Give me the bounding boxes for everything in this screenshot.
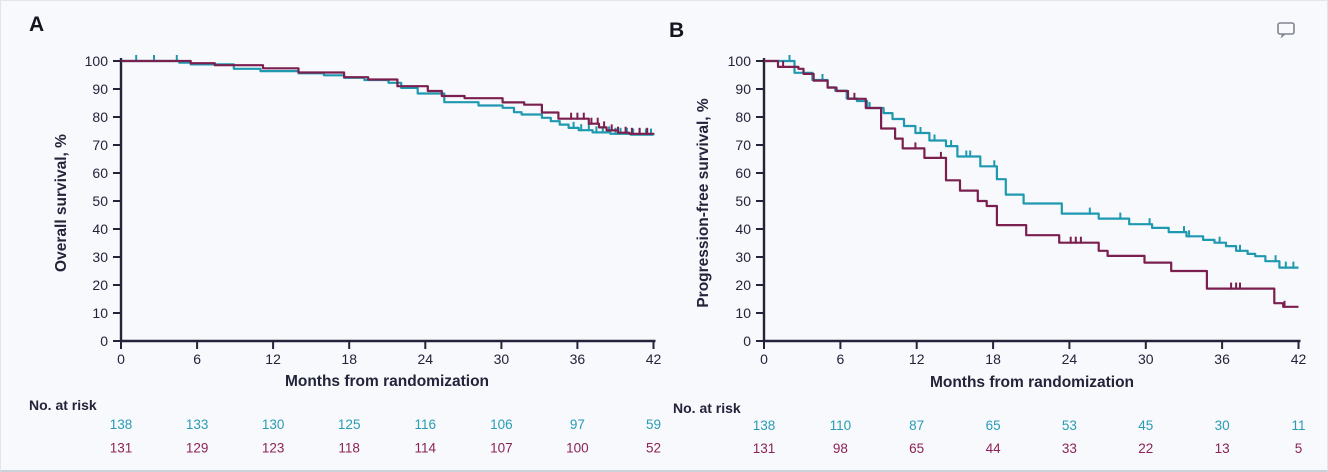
maroon-arm-at-risk-value: 118 — [338, 441, 360, 456]
maroon-arm-at-risk-value: 44 — [986, 441, 1002, 456]
comment-icon[interactable] — [1275, 21, 1299, 43]
y-tick-label: 0 — [743, 333, 751, 349]
x-tick-label: 24 — [418, 351, 434, 367]
maroon-arm-at-risk-value: 52 — [646, 441, 661, 456]
teal-arm-at-risk-value: 130 — [262, 417, 285, 432]
maroon-arm-at-risk-value: 107 — [490, 441, 513, 456]
y-tick-label: 50 — [92, 193, 108, 209]
maroon-arm-at-risk-value: 98 — [833, 441, 848, 456]
x-tick-label: 0 — [760, 351, 768, 367]
teal-arm-at-risk-value: 116 — [415, 417, 437, 432]
y-tick-label: 60 — [735, 165, 751, 181]
teal-arm-at-risk-value: 65 — [986, 418, 1001, 433]
panel-a-letter: A — [29, 13, 45, 36]
panel-b-x-axis-title: Months from randomization — [929, 374, 1135, 391]
y-tick-label: 60 — [92, 165, 108, 181]
teal-arm-at-risk-value: 138 — [110, 417, 133, 432]
teal-arm-at-risk-value: 30 — [1215, 418, 1230, 433]
teal-arm-at-risk-value: 53 — [1062, 418, 1077, 433]
y-tick-label: 40 — [735, 221, 751, 237]
y-tick-label: 20 — [92, 277, 108, 293]
x-tick-label: 42 — [646, 351, 662, 367]
maroon-arm-at-risk-value: 131 — [753, 441, 776, 456]
teal-arm-at-risk-value: 87 — [909, 418, 924, 433]
y-tick-label: 0 — [100, 333, 108, 349]
panel-a-x-axis-title: Months from randomization — [284, 373, 490, 390]
x-tick-label: 42 — [1291, 351, 1307, 367]
teal-arm-at-risk-value: 45 — [1138, 418, 1153, 433]
x-tick-label: 18 — [985, 351, 1001, 367]
panel-b-at-risk-label: No. at risk — [673, 400, 741, 416]
y-tick-label: 10 — [735, 305, 751, 321]
panel-b-plot: 0 10 20 30 40 50 60 70 80 90 100 0 6 12 18 24 30 36 42 138 1… — [728, 53, 1307, 456]
y-tick-label: 20 — [735, 277, 751, 293]
x-tick-label: 6 — [193, 351, 201, 367]
x-tick-label: 6 — [837, 351, 845, 367]
panel-b-y-axis-title: Progression-free survival, % — [695, 98, 712, 308]
x-tick-label: 12 — [909, 351, 925, 367]
axis-lines — [119, 58, 656, 343]
panel-a-plot: 0 10 20 30 40 50 60 70 80 90 100 0 6 12 18 24 30 36 42 138 1… — [85, 53, 662, 456]
y-tick-label: 30 — [92, 249, 108, 265]
x-tick-label: 18 — [341, 351, 357, 367]
teal-arm-at-risk-value: 133 — [186, 417, 209, 432]
y-tick-label: 90 — [92, 81, 108, 97]
teal-arm-at-risk-value: 106 — [490, 417, 513, 432]
teal-arm-at-risk-value: 59 — [646, 417, 661, 432]
y-tick-label: 80 — [92, 109, 108, 125]
x-tick-label: 0 — [117, 351, 125, 367]
maroon-arm-at-risk-value: 22 — [1138, 441, 1153, 456]
x-tick-label: 12 — [265, 351, 281, 367]
maroon-arm-at-risk-value: 129 — [186, 441, 209, 456]
y-tick-label: 100 — [728, 53, 752, 69]
maroon-arm-at-risk-value: 123 — [262, 441, 285, 456]
y-tick-label: 40 — [92, 221, 108, 237]
y-tick-label: 70 — [92, 137, 108, 153]
teal-arm-at-risk-value: 125 — [338, 417, 361, 432]
maroon-arm-at-risk-value: 33 — [1062, 441, 1077, 456]
y-tick-label: 50 — [735, 193, 751, 209]
maroon-arm-at-risk-value: 114 — [415, 441, 437, 456]
maroon-arm-at-risk-value: 65 — [909, 441, 924, 456]
y-tick-label: 30 — [735, 249, 751, 265]
x-tick-label: 36 — [570, 351, 586, 367]
x-tick-label: 36 — [1214, 351, 1230, 367]
panel-a-y-axis-title: Overall survival, % — [53, 134, 70, 272]
maroon-arm-survival-curve — [121, 59, 655, 135]
maroon-arm-survival-curve — [764, 59, 1299, 308]
teal-arm-at-risk-value: 138 — [753, 418, 776, 433]
axis-lines — [762, 58, 1301, 343]
panel-a-at-risk-label: No. at risk — [29, 397, 97, 413]
y-tick-label: 80 — [735, 109, 751, 125]
maroon-arm-at-risk-value: 131 — [110, 441, 133, 456]
y-tick-label: 70 — [735, 137, 751, 153]
y-tick-label: 90 — [735, 81, 751, 97]
x-tick-label: 30 — [1138, 351, 1154, 367]
x-tick-label: 24 — [1062, 351, 1078, 367]
y-tick-label: 100 — [85, 53, 109, 69]
teal-arm-at-risk-value: 97 — [570, 417, 585, 432]
maroon-arm-at-risk-value: 100 — [566, 441, 589, 456]
maroon-arm-at-risk-value: 5 — [1295, 441, 1303, 456]
y-tick-label: 10 — [92, 305, 108, 321]
teal-arm-at-risk-value: 11 — [1291, 418, 1305, 433]
x-tick-label: 30 — [494, 351, 510, 367]
teal-arm-at-risk-value: 110 — [830, 418, 852, 433]
panel-b-letter: B — [669, 19, 685, 42]
maroon-arm-at-risk-value: 13 — [1215, 441, 1230, 456]
teal-arm-survival-curve — [121, 59, 655, 136]
